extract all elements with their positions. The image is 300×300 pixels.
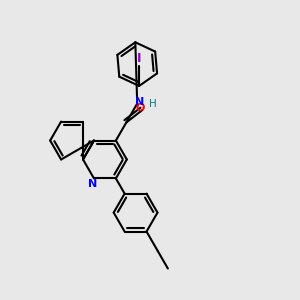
Text: O: O [135,103,145,113]
Text: N: N [135,97,144,107]
Text: N: N [88,179,97,189]
Text: I: I [137,52,141,65]
Text: H: H [149,98,157,109]
